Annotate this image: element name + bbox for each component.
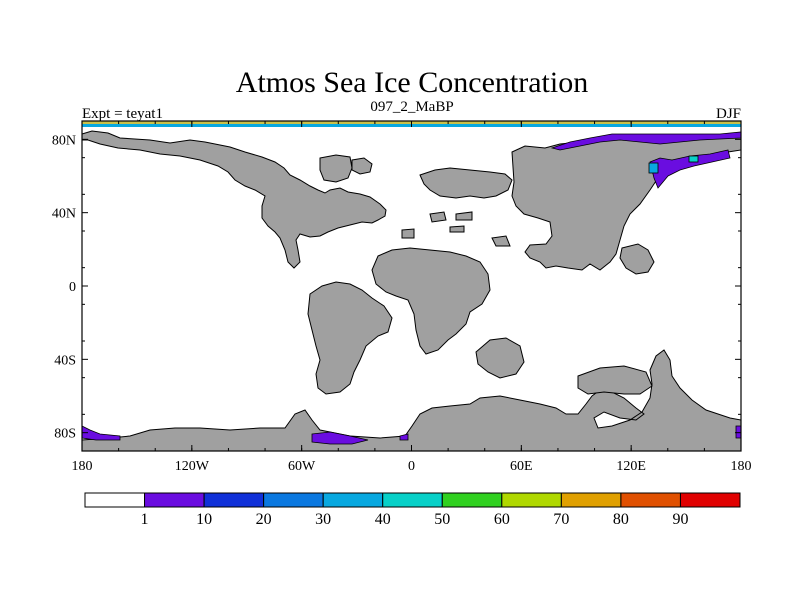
sea-ice-high-1 bbox=[648, 162, 659, 174]
y-axis: 80N 40N 0 40S 80S bbox=[52, 120, 741, 452]
landmass-africa bbox=[371, 247, 491, 355]
y-tick-label: 40N bbox=[52, 207, 76, 222]
colorbar-label: 10 bbox=[196, 511, 212, 528]
colorbar-label: 30 bbox=[315, 511, 331, 528]
x-tick-label: 60E bbox=[510, 459, 533, 474]
colorbar-swatch bbox=[679, 492, 741, 508]
colorbar: 1 10 20 30 40 50 60 70 80 90 bbox=[84, 492, 741, 528]
x-tick-label: 180 bbox=[72, 459, 93, 474]
colorbar-swatch bbox=[203, 492, 265, 508]
colorbar-swatch bbox=[620, 492, 681, 508]
x-tick-label: 60W bbox=[288, 459, 316, 474]
landmass-north-america bbox=[81, 130, 387, 269]
x-tick-label: 180 bbox=[731, 459, 752, 474]
colorbar-swatch bbox=[382, 492, 443, 508]
landmass-europe bbox=[419, 167, 513, 199]
colorbar-swatch bbox=[560, 492, 622, 508]
colorbar-label: 1 bbox=[141, 511, 149, 528]
landmass-north-atlantic-island bbox=[351, 157, 373, 175]
sea-ice-antarctic-small bbox=[399, 433, 409, 441]
y-tick-label: 80N bbox=[52, 133, 76, 148]
experiment-label: Expt = teyat1 bbox=[82, 106, 163, 122]
colorbar-label: 60 bbox=[494, 511, 510, 528]
landmass-antarctica bbox=[81, 349, 742, 452]
colorbar-label: 40 bbox=[375, 511, 391, 528]
island-2 bbox=[429, 211, 447, 223]
colorbar-label: 20 bbox=[256, 511, 272, 528]
x-tick-label: 120E bbox=[616, 459, 646, 474]
island-4 bbox=[449, 225, 465, 233]
colorbar-swatch bbox=[144, 492, 205, 508]
landmass-south-america bbox=[307, 281, 393, 395]
land-masses bbox=[81, 130, 742, 452]
x-tick-label: 0 bbox=[408, 459, 415, 474]
y-tick-label: 40S bbox=[54, 353, 76, 368]
colorbar-label: 70 bbox=[553, 511, 569, 528]
colorbar-swatch bbox=[441, 492, 503, 508]
y-tick-label: 80S bbox=[54, 427, 76, 442]
colorbar-swatch bbox=[322, 492, 384, 508]
landmass-australia-block bbox=[577, 365, 653, 395]
landmass-southeast-asia-islands bbox=[619, 243, 655, 275]
map-panel bbox=[81, 120, 742, 452]
x-axis: 180 120W 60W 0 60E 120E 180 bbox=[72, 121, 752, 474]
colorbar-swatch bbox=[501, 492, 562, 508]
x-tick-label: 120W bbox=[175, 459, 210, 474]
sea-ice-antarctic-east bbox=[735, 425, 742, 439]
sea-ice-antarctic-west bbox=[81, 425, 121, 441]
figure-title: Atmos Sea Ice Concentration bbox=[236, 66, 588, 99]
colorbar-swatch bbox=[263, 492, 324, 508]
landmass-greenland bbox=[319, 154, 353, 183]
colorbar-label: 50 bbox=[434, 511, 450, 528]
colorbar-label: 80 bbox=[613, 511, 629, 528]
island-5 bbox=[491, 235, 511, 247]
sea-ice-high-2 bbox=[688, 155, 699, 163]
island-3 bbox=[455, 211, 473, 221]
y-tick-label: 0 bbox=[69, 280, 76, 295]
island-1 bbox=[401, 228, 415, 239]
time-label: 097_2_MaBP bbox=[370, 99, 453, 115]
colorbar-label: 90 bbox=[672, 511, 688, 528]
sea-ice-antarctic-weddell bbox=[311, 431, 369, 445]
sea-ice-arctic-north bbox=[550, 131, 742, 151]
colorbar-swatch bbox=[84, 492, 146, 508]
season-label: DJF bbox=[716, 106, 741, 122]
sea-ice-patches bbox=[81, 131, 742, 445]
landmass-indian-block bbox=[475, 337, 525, 379]
sea-ice-east-siberia bbox=[649, 149, 731, 189]
